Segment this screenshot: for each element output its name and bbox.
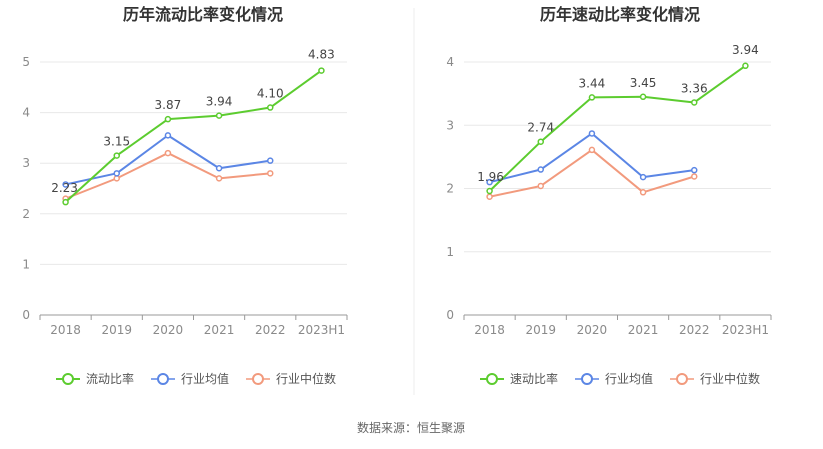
data-point — [588, 146, 596, 154]
data-point — [267, 157, 274, 164]
chart-title: 历年流动比率变化情况 — [123, 5, 283, 24]
x-tick-label: 2019 — [525, 323, 556, 337]
data-point — [691, 173, 698, 180]
data-source-note: 数据来源：恒生聚源 — [357, 420, 465, 435]
y-tick-label: 3 — [446, 118, 454, 132]
series-line — [489, 132, 695, 184]
x-tick-label: 2018 — [474, 323, 505, 337]
legend-marker-icon — [581, 373, 593, 385]
data-label: 3.45 — [630, 76, 657, 90]
data-point — [62, 181, 69, 188]
legend-item[interactable]: 行业中位数 — [670, 371, 760, 386]
legend-marker-icon — [486, 373, 498, 385]
data-label: 2.23 — [51, 181, 78, 195]
data-label: 4.83 — [308, 48, 335, 62]
data-point — [318, 67, 325, 74]
legend-label: 流动比率 — [86, 371, 134, 386]
data-point — [113, 152, 120, 159]
current-ratio-chart: 历年流动比率变化情况 0 1 2 3 4 5 2018 2019 2020 2021 2022 2023… — [22, 5, 348, 386]
x-tick-label: 2021 — [204, 323, 235, 337]
y-tick-label: 4 — [22, 106, 30, 120]
series-line — [64, 69, 323, 203]
legend-label: 行业中位数 — [276, 371, 336, 386]
x-tick-label: 2020 — [153, 323, 184, 337]
chart-title: 历年速动比率变化情况 — [540, 5, 700, 24]
legend-item[interactable]: 行业均值 — [151, 371, 229, 386]
data-point — [486, 178, 493, 186]
x-tick-label: 2018 — [50, 323, 81, 337]
y-tick-label: 0 — [22, 308, 30, 322]
data-label: 3.15 — [103, 135, 130, 149]
data-label: 4.10 — [257, 87, 284, 101]
data-label: 3.87 — [155, 98, 182, 112]
legend-label: 行业均值 — [605, 371, 653, 386]
data-point — [537, 182, 544, 190]
data-label: 3.94 — [732, 43, 759, 57]
data-point — [537, 166, 544, 173]
x-tick-label: 2019 — [101, 323, 132, 337]
y-tick-label: 4 — [446, 55, 454, 69]
data-point — [113, 175, 120, 182]
data-point — [639, 189, 647, 196]
y-tick-label: 3 — [22, 156, 30, 170]
legend-item[interactable]: 速动比率 — [480, 371, 558, 386]
series-line — [65, 152, 271, 200]
legend-item[interactable]: 行业均值 — [575, 371, 653, 386]
data-point — [215, 165, 223, 172]
data-point — [267, 170, 274, 177]
data-point — [62, 198, 69, 206]
x-tick-label: 2022 — [255, 323, 286, 337]
data-point — [267, 104, 274, 111]
data-point — [113, 170, 120, 177]
data-label: 2.74 — [527, 121, 554, 135]
legend-marker-icon — [252, 373, 264, 385]
x-tick-label: 2023H1 — [298, 323, 345, 337]
data-label: 3.44 — [579, 76, 606, 90]
data-point — [639, 93, 647, 101]
data-point — [164, 132, 172, 139]
data-point — [588, 94, 596, 101]
y-tick-label: 0 — [446, 308, 454, 322]
x-tick-label: 2021 — [628, 323, 659, 337]
data-point — [537, 138, 544, 145]
legend-marker-icon — [676, 373, 688, 385]
y-tick-label: 1 — [446, 245, 454, 259]
legend-item[interactable]: 流动比率 — [56, 371, 134, 386]
y-tick-label: 5 — [22, 55, 30, 69]
y-tick-label: 1 — [22, 257, 30, 271]
series-line — [489, 148, 695, 198]
x-tick-label: 2022 — [679, 323, 710, 337]
legend-marker-icon — [62, 373, 74, 385]
x-tick-label: 2020 — [577, 323, 608, 337]
data-point — [691, 166, 698, 174]
y-tick-label: 2 — [22, 207, 30, 221]
legend-marker-icon — [157, 373, 169, 385]
x-tick-label: 2023H1 — [722, 323, 769, 337]
data-label: 1.96 — [477, 170, 504, 184]
data-label: 3.94 — [206, 95, 233, 109]
series-line — [488, 64, 746, 192]
quick-ratio-chart: 历年速动比率变化情况 0 1 2 3 4 2018 2019 2020 2021 2022 2023H… — [446, 5, 772, 386]
legend-item[interactable]: 行业中位数 — [246, 371, 336, 386]
legend-label: 速动比率 — [510, 371, 558, 386]
y-tick-label: 2 — [446, 182, 454, 196]
data-point — [215, 175, 223, 182]
data-point — [742, 62, 749, 70]
legend-label: 行业中位数 — [700, 371, 760, 386]
data-point — [164, 115, 172, 123]
data-point — [164, 149, 172, 157]
data-point — [215, 112, 223, 119]
data-label: 3.36 — [681, 81, 708, 95]
data-point — [588, 130, 596, 137]
data-point — [691, 99, 698, 106]
data-point — [486, 187, 493, 195]
data-point — [486, 193, 493, 200]
data-point — [639, 173, 647, 181]
legend-label: 行业均值 — [181, 371, 229, 386]
